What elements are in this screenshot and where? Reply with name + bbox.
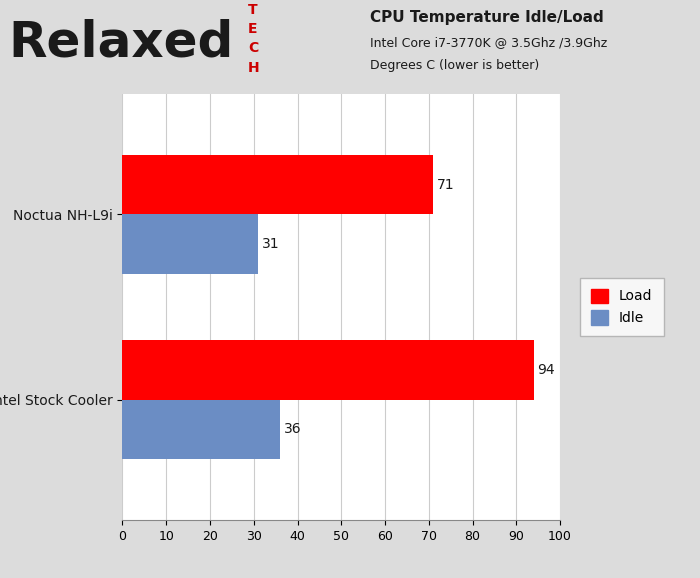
Text: Relaxed: Relaxed	[8, 18, 233, 67]
Text: 31: 31	[262, 237, 279, 251]
Legend: Load, Idle: Load, Idle	[580, 277, 664, 336]
Text: C: C	[248, 40, 258, 55]
Text: 71: 71	[437, 177, 454, 191]
Text: 36: 36	[284, 423, 301, 436]
Text: Degrees C (lower is better): Degrees C (lower is better)	[370, 59, 539, 72]
Text: H: H	[248, 61, 260, 75]
Text: CPU Temperature Idle/Load: CPU Temperature Idle/Load	[370, 10, 603, 25]
Bar	[122, 155, 433, 214]
Text: 94: 94	[538, 363, 555, 377]
Bar	[122, 214, 258, 273]
Text: E: E	[248, 22, 258, 36]
Bar	[122, 340, 533, 399]
Bar	[122, 399, 280, 459]
Text: T: T	[248, 3, 258, 17]
Text: Intel Core i7-3770K @ 3.5Ghz /3.9Ghz: Intel Core i7-3770K @ 3.5Ghz /3.9Ghz	[370, 36, 608, 49]
